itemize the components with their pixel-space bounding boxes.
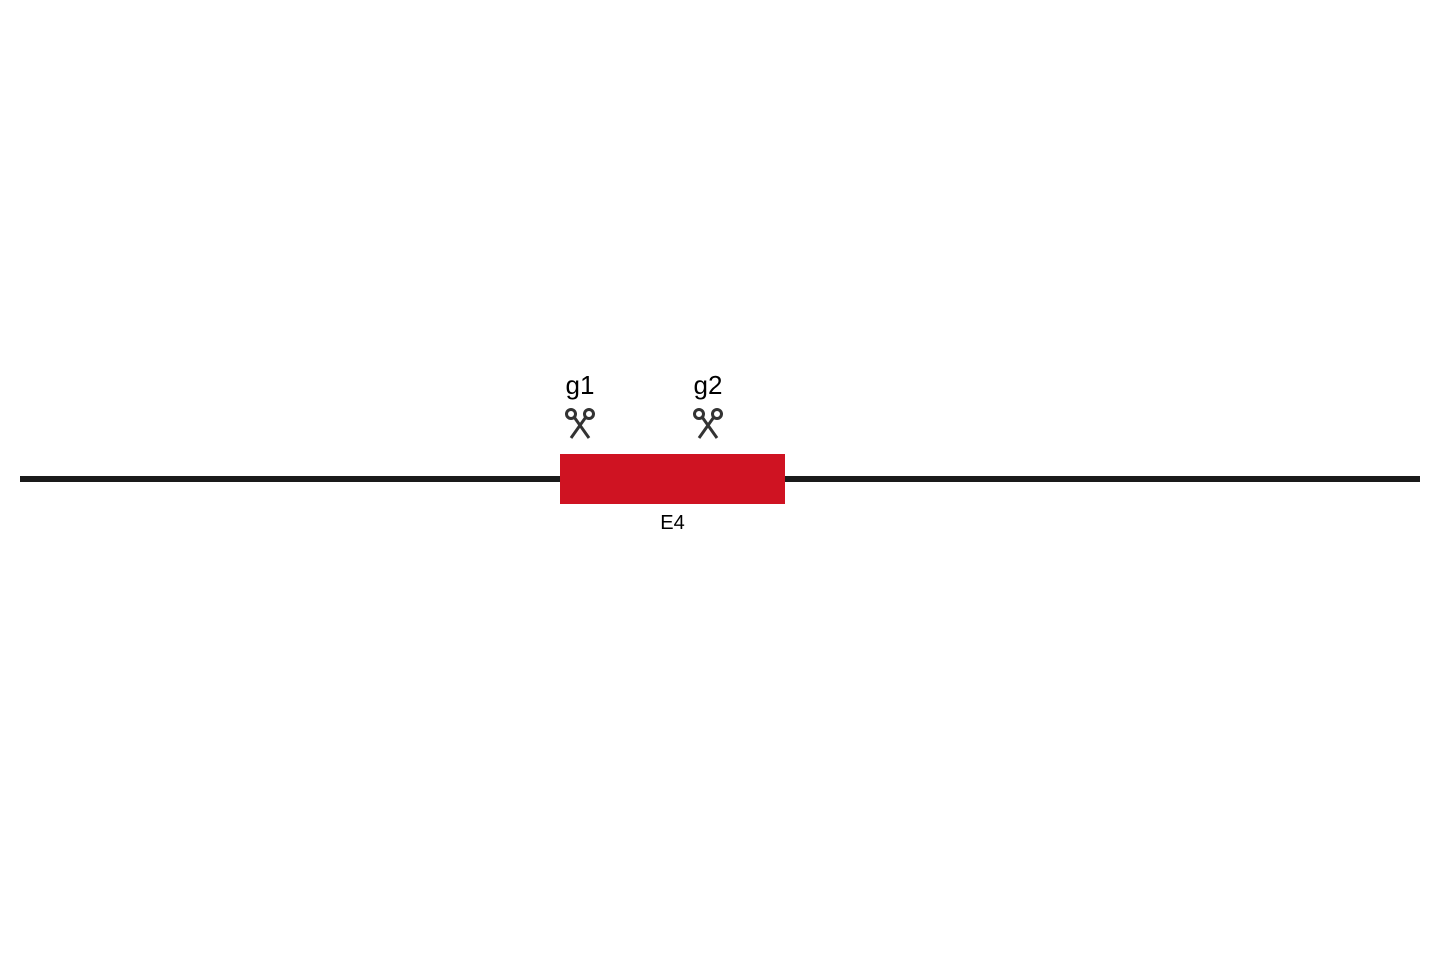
guide-1-label: g1 xyxy=(560,370,600,401)
gene-line-right xyxy=(785,476,1420,482)
gene-line-left xyxy=(20,476,560,482)
scissors-icon xyxy=(562,405,598,441)
exon-box xyxy=(560,454,785,504)
guide-1: g1 xyxy=(560,370,600,441)
guide-2: g2 xyxy=(688,370,728,441)
scissors-icon xyxy=(690,405,726,441)
exon-label: E4 xyxy=(560,512,785,535)
guide-2-label: g2 xyxy=(688,370,728,401)
